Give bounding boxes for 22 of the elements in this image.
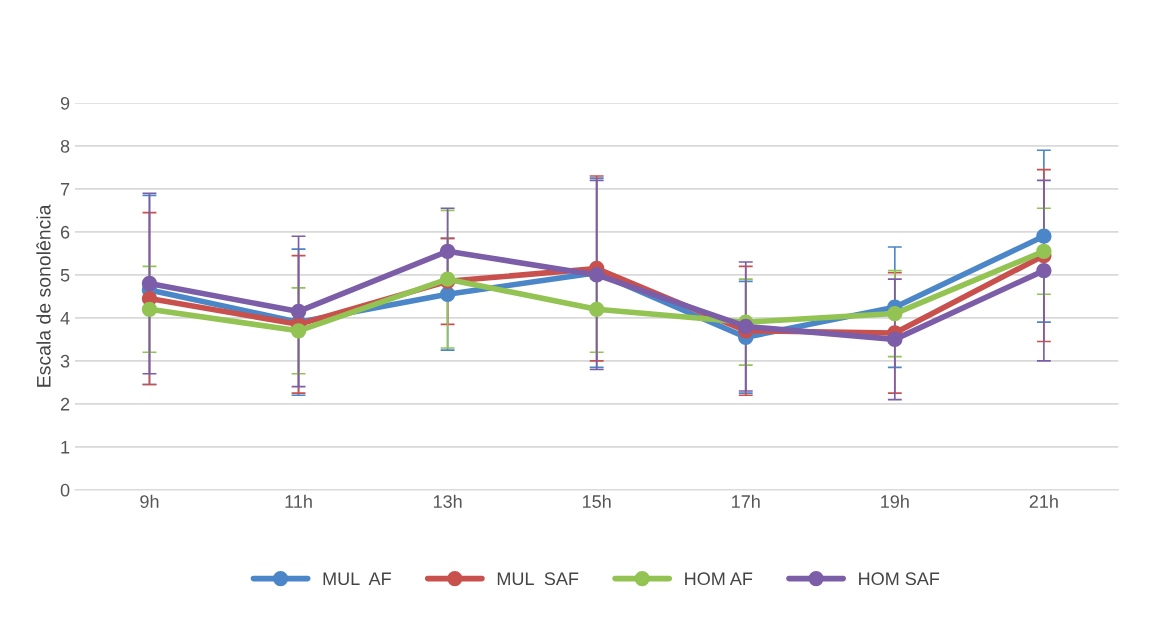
y-tick-label: 7 (60, 183, 70, 196)
x-tick-label: 21h (1029, 494, 1058, 508)
x-tick-label: 9h (140, 494, 159, 508)
y-axis-title: Escala de sonolência (36, 204, 51, 387)
legend-label: HOM AF (685, 572, 753, 586)
y-tick-label: 2 (60, 397, 70, 411)
legend-label: MUL AF (323, 572, 391, 586)
y-tick-label: 9 (60, 96, 70, 110)
y-tick-label: 0 (60, 483, 70, 497)
legend-label: HOM SAF (859, 572, 940, 586)
y-tick-label: 1 (61, 440, 70, 454)
x-tick-label: 19h (881, 494, 909, 508)
y-tick-label: 8 (60, 139, 70, 153)
y-tick-label: 3 (60, 354, 70, 368)
y-tick-label: 4 (60, 312, 70, 325)
x-tick-label: 13h (433, 494, 462, 508)
y-tick-label: 5 (60, 269, 70, 282)
legend-label: MUL SAF (497, 572, 579, 586)
y-tick-label: 6 (60, 225, 70, 239)
x-tick-label: 15h (582, 494, 611, 508)
x-tick-label: 11h (285, 494, 312, 508)
x-tick-label: 17h (732, 494, 760, 508)
